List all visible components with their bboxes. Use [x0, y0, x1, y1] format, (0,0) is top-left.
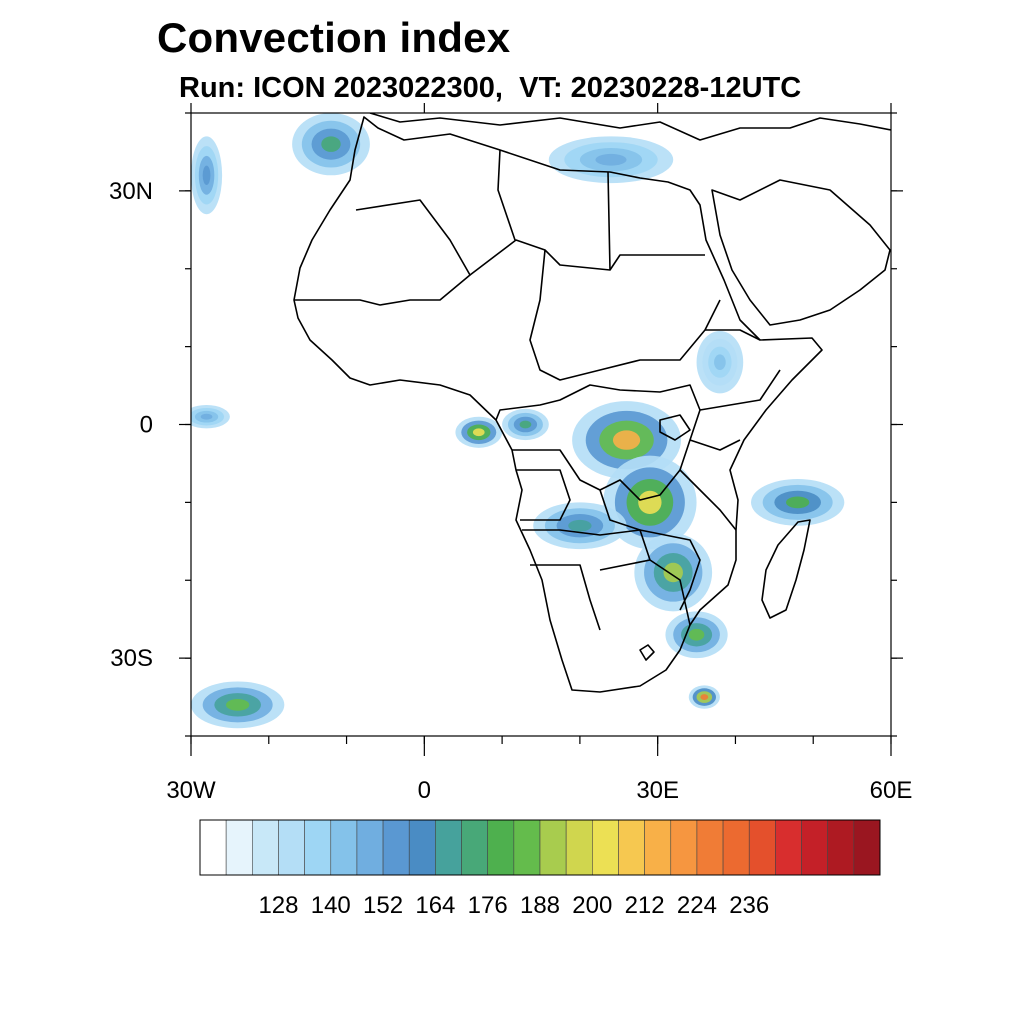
border-sahel — [529, 249, 721, 381]
colorbar-box-14 — [565, 819, 593, 876]
colorbar-label: 152 — [363, 892, 403, 919]
africa-coastline — [293, 116, 823, 693]
colorbar-label: 188 — [520, 892, 560, 919]
colorbar-box-0 — [199, 819, 227, 876]
lesotho-border — [639, 644, 655, 661]
colorbar-label: 128 — [258, 892, 298, 919]
lat-tick-label: 30S — [110, 645, 153, 672]
convection-region-5-layer-3 — [519, 420, 532, 429]
coastlines-borders — [293, 113, 891, 693]
colorbar-box-20 — [722, 819, 750, 876]
europe-coastline — [369, 113, 891, 141]
colorbar-box-5 — [330, 819, 358, 876]
lon-tick-label: 0 — [418, 777, 431, 804]
convection-region-12-layer-3 — [595, 153, 627, 166]
colorbar-box-23 — [801, 819, 828, 876]
colorbar-box-12 — [513, 819, 541, 876]
colorbar-box-10 — [461, 819, 488, 876]
convection-region-7-layer-3 — [786, 496, 810, 509]
convection-region-6-layer-3 — [568, 519, 592, 532]
map-subtitle: Run: ICON 2023022300, VT: 20230228-12UTC — [179, 72, 802, 104]
convection-region-11-layer-3 — [202, 165, 211, 186]
colorbar-box-1 — [225, 819, 253, 876]
colorbar-label: 200 — [572, 892, 612, 919]
colorbar-box-2 — [252, 819, 279, 876]
lon-tick-label: 30W — [166, 777, 216, 804]
colorbar-label: 236 — [729, 892, 769, 919]
colorbar-label: 212 — [625, 892, 665, 919]
colorbar-box-17 — [644, 819, 672, 876]
axis-ticks — [179, 103, 903, 756]
convection-region-13-layer-3 — [200, 413, 213, 420]
border-northwest — [355, 199, 705, 276]
colorbar-label: 140 — [311, 892, 351, 919]
colorbar-box-21 — [748, 819, 776, 876]
lon-tick-label: 30E — [636, 777, 679, 804]
convection-region-2-layer-3 — [663, 562, 683, 583]
convection-region-1-layer-3 — [638, 490, 662, 515]
convection-region-0-layer-3 — [612, 430, 641, 450]
colorbar-label: 224 — [677, 892, 717, 919]
colorbar-box-16 — [618, 819, 645, 876]
colorbar-box-3 — [278, 819, 305, 876]
colorbar-box-13 — [539, 819, 567, 876]
lon-tick-label: 60E — [870, 777, 913, 804]
convection-region-8-layer-3 — [700, 694, 709, 700]
border-southern — [522, 529, 701, 631]
colorbar-label: 164 — [415, 892, 455, 919]
colorbar-box-4 — [304, 819, 332, 876]
colorbar-box-8 — [408, 819, 436, 876]
border-angola-namibia — [516, 469, 571, 521]
convection-region-10-layer-3 — [321, 136, 341, 152]
border-sahara — [294, 149, 611, 306]
axis-tick-labels: 30N 0 30S 30W 0 30E 60E — [109, 178, 912, 804]
madagascar-coastline — [761, 519, 811, 619]
arabia-coastline — [711, 179, 891, 326]
border-east — [689, 329, 781, 451]
colorbar-box-11 — [487, 819, 515, 876]
convection-region-4-layer-3 — [472, 428, 485, 437]
colorbar-box-18 — [670, 819, 698, 876]
lake-victoria — [659, 414, 691, 441]
colorbar-label: 176 — [468, 892, 508, 919]
colorbar-labels: 128 140 152 164 176 188 200 212 224 236 — [258, 892, 769, 919]
convection-region-3-layer-3 — [688, 628, 705, 641]
colorbar-box-25 — [853, 819, 881, 876]
border-congo — [512, 449, 681, 561]
convection-field — [191, 113, 845, 729]
colorbar-box-15 — [592, 819, 619, 876]
colorbar-box-9 — [435, 819, 462, 876]
colorbar-box-7 — [382, 819, 410, 876]
colorbar-box-19 — [696, 819, 724, 876]
colorbar-box-6 — [356, 819, 384, 876]
lat-tick-label: 30N — [109, 178, 153, 205]
colorbar-outline — [199, 819, 881, 876]
colorbar-box-22 — [775, 819, 802, 876]
colorbar — [199, 819, 881, 876]
map-title: Convection index — [157, 14, 511, 61]
convection-region-14-layer-3 — [714, 354, 726, 370]
colorbar-box-24 — [827, 819, 855, 876]
convection-region-9-layer-3 — [226, 699, 250, 711]
lat-tick-label: 0 — [140, 412, 153, 439]
border-central — [495, 384, 737, 531]
